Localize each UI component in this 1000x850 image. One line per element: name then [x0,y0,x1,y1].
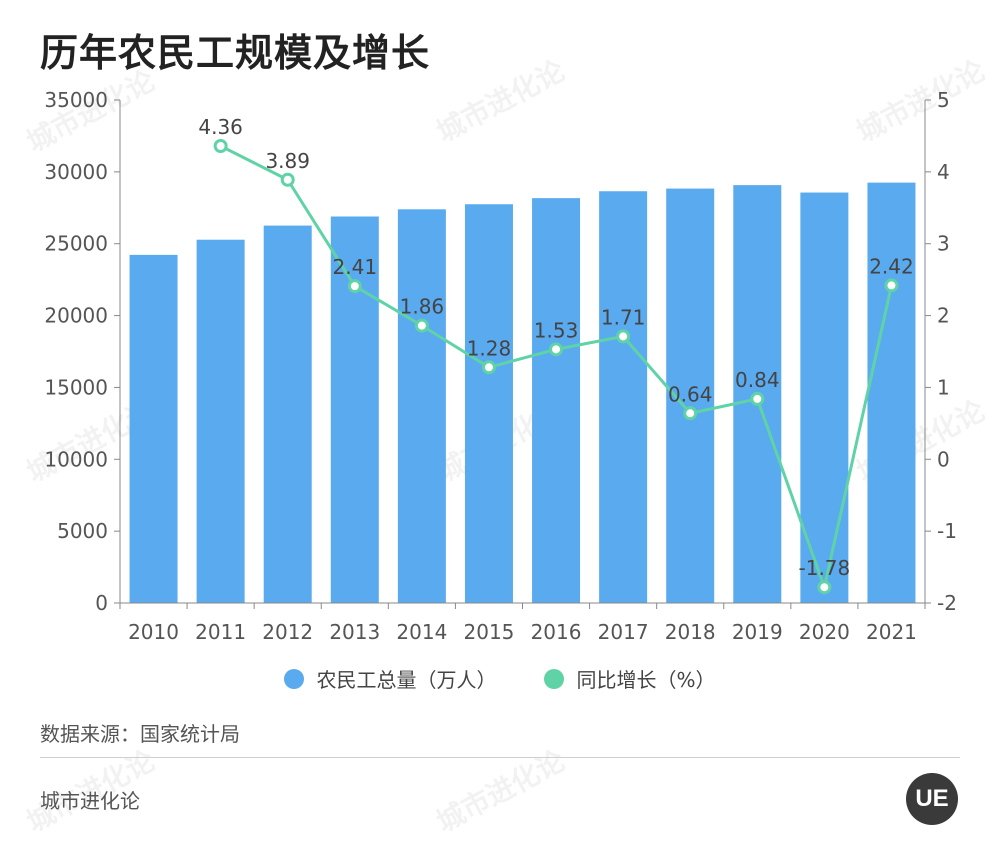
bar-2021 [867,182,916,603]
legend-item-growth: 同比增长（%） [544,664,716,693]
brand-name: 城市进化论 [40,789,140,813]
growth-data-label: 2.41 [333,255,378,279]
source-note: 数据来源：国家统计局 [40,722,240,746]
y-right-tick-label: 2 [937,304,950,328]
bar-2011 [196,239,245,603]
growth-data-label: -1.78 [799,556,851,580]
y-right-tick-label: 5 [937,88,950,112]
x-tick-label: 2012 [262,620,313,644]
bar-2017 [599,191,648,603]
y-left-tick-label: 10000 [44,447,108,471]
legend-swatch-growth [544,668,565,689]
bar-2020 [800,192,849,603]
growth-data-label: 0.84 [735,368,780,392]
growth-point-2020 [817,580,832,595]
y-right-tick-label: 4 [937,160,950,184]
y-left-tick-label: 0 [95,591,108,615]
bar-2012 [263,225,312,603]
chart-title: 历年农民工规模及增长 [40,31,431,75]
x-tick-label: 2014 [396,620,447,644]
y-right-tick-label: 3 [937,232,950,256]
combo-chart: 0 5000 10000 15000 20000 25000 30000 35000 -2 -1 0… [44,88,957,644]
legend-label-growth: 同比增长（%） [576,668,716,692]
bar-2010 [129,254,178,603]
axes-layer: 0 5000 10000 15000 20000 25000 30000 35000 -2 -1 0… [44,88,957,644]
x-tick-label: 2011 [195,620,246,644]
growth-data-label: 0.64 [668,382,713,406]
growth-data-label: 1.53 [534,318,579,342]
labels-layer: 4.36 3.89 2.41 1.86 1.28 1.53 1.71 0.64 0.84 -1.7… [198,115,913,580]
x-tick-label: 2021 [866,620,917,644]
growth-point-2017 [616,329,631,344]
growth-point-2018 [683,406,698,421]
x-tick-label: 2019 [732,620,783,644]
y-right-tick-label: -1 [937,519,957,543]
growth-point-2014 [414,318,429,333]
y-right-tick-label: 0 [937,447,950,471]
y-right-tick-label: 1 [937,375,950,399]
legend-item-total: 农民工总量（万人） [284,664,496,693]
watermark: 城市进化论 [431,743,571,839]
legend-swatch-total [284,668,305,689]
x-tick-label: 2015 [464,620,515,644]
x-tick-label: 2016 [531,620,582,644]
x-tick-label: 2017 [598,620,649,644]
growth-data-label: 2.42 [869,254,914,278]
y-left-tick-label: 20000 [44,304,108,328]
growth-data-label: 4.36 [198,115,243,139]
y-right-tick-label: -2 [937,591,957,615]
y-left-tick-label: 25000 [44,232,108,256]
y-left-tick-label: 30000 [44,160,108,184]
growth-data-label: 1.71 [601,305,646,329]
growth-data-label: 1.86 [400,295,445,319]
y-left-tick-label: 15000 [44,375,108,399]
divider [40,757,960,758]
brand-logo: UE [906,773,958,825]
growth-point-2016 [549,342,564,357]
bar-2016 [532,198,581,603]
y-left-tick-label: 5000 [57,519,108,543]
bar-2014 [397,209,446,603]
growth-data-label: 1.28 [467,336,512,360]
legend-label-total: 农民工总量（万人） [316,668,497,692]
growth-point-2019 [750,391,765,406]
x-tick-label: 2010 [128,620,179,644]
y-left-tick-label: 35000 [44,88,108,112]
growth-point-2011 [213,138,228,153]
growth-point-2012 [280,172,295,187]
growth-point-2013 [347,279,362,294]
growth-point-2015 [481,360,496,375]
line-layer [213,138,899,595]
legend: 农民工总量（万人） 同比增长（%） [0,664,1000,693]
bars-layer [129,182,916,604]
x-tick-label: 2018 [665,620,716,644]
growth-point-2021 [884,278,899,293]
growth-data-label: 3.89 [265,149,310,173]
x-tick-label: 2013 [329,620,380,644]
bar-2015 [464,204,513,604]
x-tick-label: 2020 [799,620,850,644]
